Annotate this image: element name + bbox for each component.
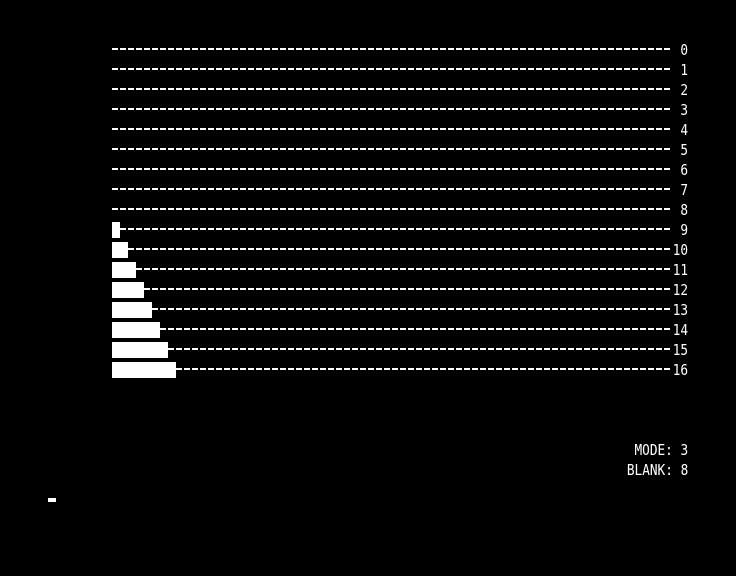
row-number: 13 [672,300,689,320]
level-bar [112,262,136,278]
dashed-line [112,368,672,370]
dashed-line [112,348,672,350]
dashed-line [112,68,672,70]
dashed-line [112,328,672,330]
level-row: 7 [112,180,688,200]
level-row: 0 [112,40,688,60]
row-number: 3 [672,100,688,120]
dashed-line [112,168,672,170]
level-row: 6 [112,160,688,180]
dashed-line [112,128,672,130]
row-number: 2 [672,80,688,100]
row-number: 12 [672,280,689,300]
mode-status: MODE: 3 [634,441,688,459]
level-row: 8 [112,200,688,220]
level-row: 12 [112,280,688,300]
dashed-line [112,248,672,250]
level-row: 16 [112,360,688,380]
row-number: 6 [672,160,688,180]
row-number: 7 [672,180,688,200]
level-bar [112,302,152,318]
level-bar [112,362,176,378]
dashed-line [112,208,672,210]
level-row: 10 [112,240,688,260]
level-bar [112,242,128,258]
dashed-line [112,228,672,230]
row-number: 15 [672,340,689,360]
level-row: 13 [112,300,688,320]
level-row: 4 [112,120,688,140]
level-bar [112,342,168,358]
level-row: 5 [112,140,688,160]
level-bar [112,222,120,238]
row-number: 16 [672,360,689,380]
dashed-line [112,188,672,190]
dashed-line [112,268,672,270]
dashed-line [112,148,672,150]
row-number: 5 [672,140,688,160]
row-list: 0 1 2 3 4 5 6 7 8 9 10 11 12 13 14 15 16 [112,40,688,380]
text-cursor [48,498,56,502]
dashed-line [112,48,672,50]
level-row: 2 [112,80,688,100]
blank-status: BLANK: 8 [626,461,688,479]
level-row: 14 [112,320,688,340]
level-bar [112,322,160,338]
row-number: 8 [672,200,688,220]
dashed-line [112,108,672,110]
row-number: 14 [672,320,689,340]
row-number: 4 [672,120,688,140]
level-row: 1 [112,60,688,80]
dashed-line [112,88,672,90]
dashed-line [112,308,672,310]
level-row: 15 [112,340,688,360]
row-number: 10 [672,240,689,260]
dashed-line [112,288,672,290]
level-row: 9 [112,220,688,240]
row-number: 9 [672,220,688,240]
row-number: 11 [672,260,689,280]
row-number: 1 [672,60,688,80]
level-bar [112,282,144,298]
level-row: 3 [112,100,688,120]
row-number: 0 [672,40,688,60]
level-row: 11 [112,260,688,280]
